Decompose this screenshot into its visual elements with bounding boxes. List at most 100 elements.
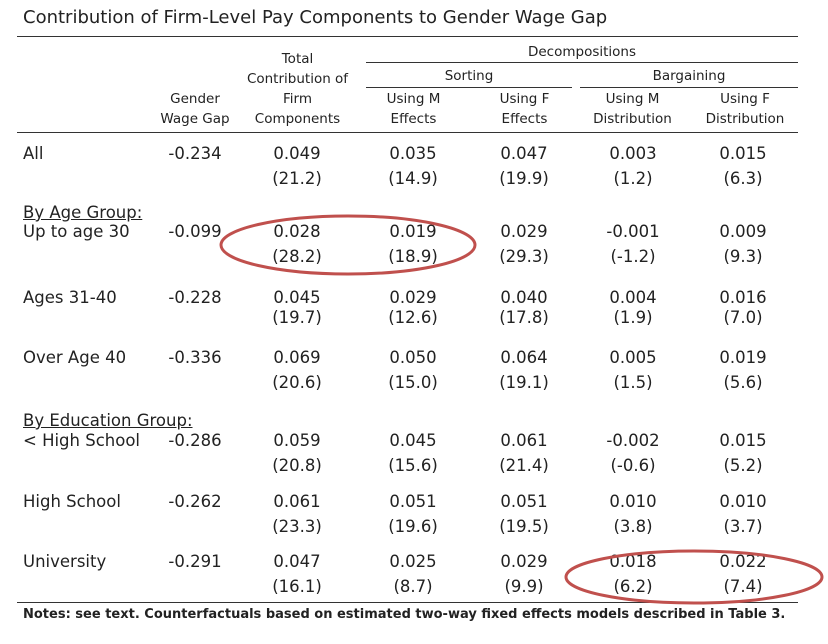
row-label-less-than-high-school: < High School: [23, 431, 141, 450]
header-bottom-rule: [17, 132, 798, 133]
percent-cell: (5.6): [723, 373, 763, 392]
total-header-line2: Contribution of: [246, 71, 349, 87]
value-cell: 0.018: [609, 552, 657, 571]
row-label-all: All: [23, 144, 44, 163]
gender-gap-cell: -0.099: [168, 222, 222, 241]
percent-cell: (1.9): [613, 308, 653, 327]
percent-cell: (29.3): [499, 247, 549, 266]
percent-cell: (1.2): [613, 169, 653, 188]
percent-cell: (19.7): [272, 308, 322, 327]
gender-gap-cell: -0.234: [168, 144, 222, 163]
value-cell: 0.069: [273, 348, 321, 367]
value-cell: 0.029: [500, 552, 548, 571]
value-cell: 0.022: [719, 552, 767, 571]
top-rule: [17, 36, 798, 37]
row-label-over-age-40: Over Age 40: [23, 348, 127, 367]
percent-cell: (20.6): [272, 373, 322, 392]
percent-cell: (1.5): [613, 373, 653, 392]
bargaining-f-header: Using F Distribution: [692, 89, 798, 129]
value-cell: 0.029: [389, 288, 437, 307]
percent-cell: (23.3): [272, 517, 322, 536]
bargaining-f-header-line2: Distribution: [705, 111, 785, 127]
value-cell: 0.047: [500, 144, 548, 163]
percent-cell: (6.2): [613, 577, 653, 596]
bargaining-m-header-line2: Distribution: [593, 111, 672, 127]
percent-cell: (19.9): [499, 169, 549, 188]
percent-cell: (9.9): [504, 577, 544, 596]
bargaining-m-header-line1: Using M: [605, 91, 660, 107]
value-cell: 0.019: [719, 348, 767, 367]
percent-cell: (18.9): [388, 247, 438, 266]
value-cell: 0.064: [500, 348, 548, 367]
percent-cell: (5.2): [723, 456, 763, 475]
percent-cell: (3.8): [613, 517, 653, 536]
value-cell: 0.003: [609, 144, 657, 163]
row-label-high-school: High School: [23, 492, 121, 511]
value-cell: 0.005: [609, 348, 657, 367]
gender-gap-cell: -0.336: [168, 348, 222, 367]
value-cell: 0.015: [719, 431, 767, 450]
percent-cell: (7.4): [723, 577, 763, 596]
value-cell: 0.010: [609, 492, 657, 511]
sorting-m-header-line1: Using M: [386, 91, 441, 107]
value-cell: 0.015: [719, 144, 767, 163]
gender-gap-cell: -0.262: [168, 492, 222, 511]
value-cell: 0.035: [389, 144, 437, 163]
sorting-header: Sorting: [444, 68, 494, 84]
row-label-university: University: [23, 552, 107, 571]
value-cell: 0.049: [273, 144, 321, 163]
percent-cell: (17.8): [499, 308, 549, 327]
bargaining-rule: [580, 87, 798, 88]
value-cell: 0.016: [719, 288, 767, 307]
percent-cell: (15.6): [388, 456, 438, 475]
value-cell: 0.045: [389, 431, 437, 450]
percent-cell: (19.5): [499, 517, 549, 536]
percent-cell: (7.0): [723, 308, 763, 327]
sorting-rule: [366, 87, 572, 88]
value-cell: 0.045: [273, 288, 321, 307]
percent-cell: (15.0): [388, 373, 438, 392]
education-group-label: By Education Group:: [23, 411, 193, 430]
value-cell: 0.061: [273, 492, 321, 511]
table-notes: Notes: see text. Counterfactuals based o…: [23, 607, 786, 622]
percent-cell: (21.2): [272, 169, 322, 188]
value-cell: 0.050: [389, 348, 437, 367]
value-cell: 0.004: [609, 288, 657, 307]
age-group-label: By Age Group:: [23, 203, 143, 222]
percent-cell: (6.3): [723, 169, 763, 188]
total-header-line4: Components: [254, 111, 341, 127]
total-contribution-header: Total Contribution of Firm Components: [240, 49, 355, 129]
percent-cell: (3.7): [723, 517, 763, 536]
value-cell: 0.025: [389, 552, 437, 571]
sorting-f-header-line2: Effects: [501, 111, 548, 127]
value-cell: -0.001: [606, 222, 660, 241]
decompositions-rule: [366, 62, 798, 63]
sorting-m-header-line2: Effects: [390, 111, 437, 127]
bottom-rule: [17, 602, 798, 603]
value-cell: 0.040: [500, 288, 548, 307]
percent-cell: (20.8): [272, 456, 322, 475]
percent-cell: (-0.6): [610, 456, 656, 475]
percent-cell: (21.4): [499, 456, 549, 475]
value-cell: 0.061: [500, 431, 548, 450]
value-cell: 0.059: [273, 431, 321, 450]
gender-gap-cell: -0.228: [168, 288, 222, 307]
gender-gap-cell: -0.286: [168, 431, 222, 450]
table-title: Contribution of Firm-Level Pay Component…: [23, 7, 608, 28]
percent-cell: (9.3): [723, 247, 763, 266]
percent-cell: (19.1): [499, 373, 549, 392]
value-cell: 0.051: [500, 492, 548, 511]
value-cell: 0.028: [273, 222, 321, 241]
value-cell: 0.019: [389, 222, 437, 241]
sorting-f-header-line1: Using F: [499, 91, 550, 107]
bargaining-header: Bargaining: [652, 68, 726, 84]
percent-cell: (19.6): [388, 517, 438, 536]
percent-cell: (8.7): [393, 577, 433, 596]
row-label-up-to-age-30: Up to age 30: [23, 222, 130, 241]
percent-cell: (28.2): [272, 247, 322, 266]
total-header-line3: Firm: [283, 91, 312, 107]
percent-cell: (16.1): [272, 577, 322, 596]
percent-cell: (-1.2): [610, 247, 656, 266]
gender-gap-header: Gender Wage Gap: [150, 89, 240, 129]
value-cell: 0.010: [719, 492, 767, 511]
